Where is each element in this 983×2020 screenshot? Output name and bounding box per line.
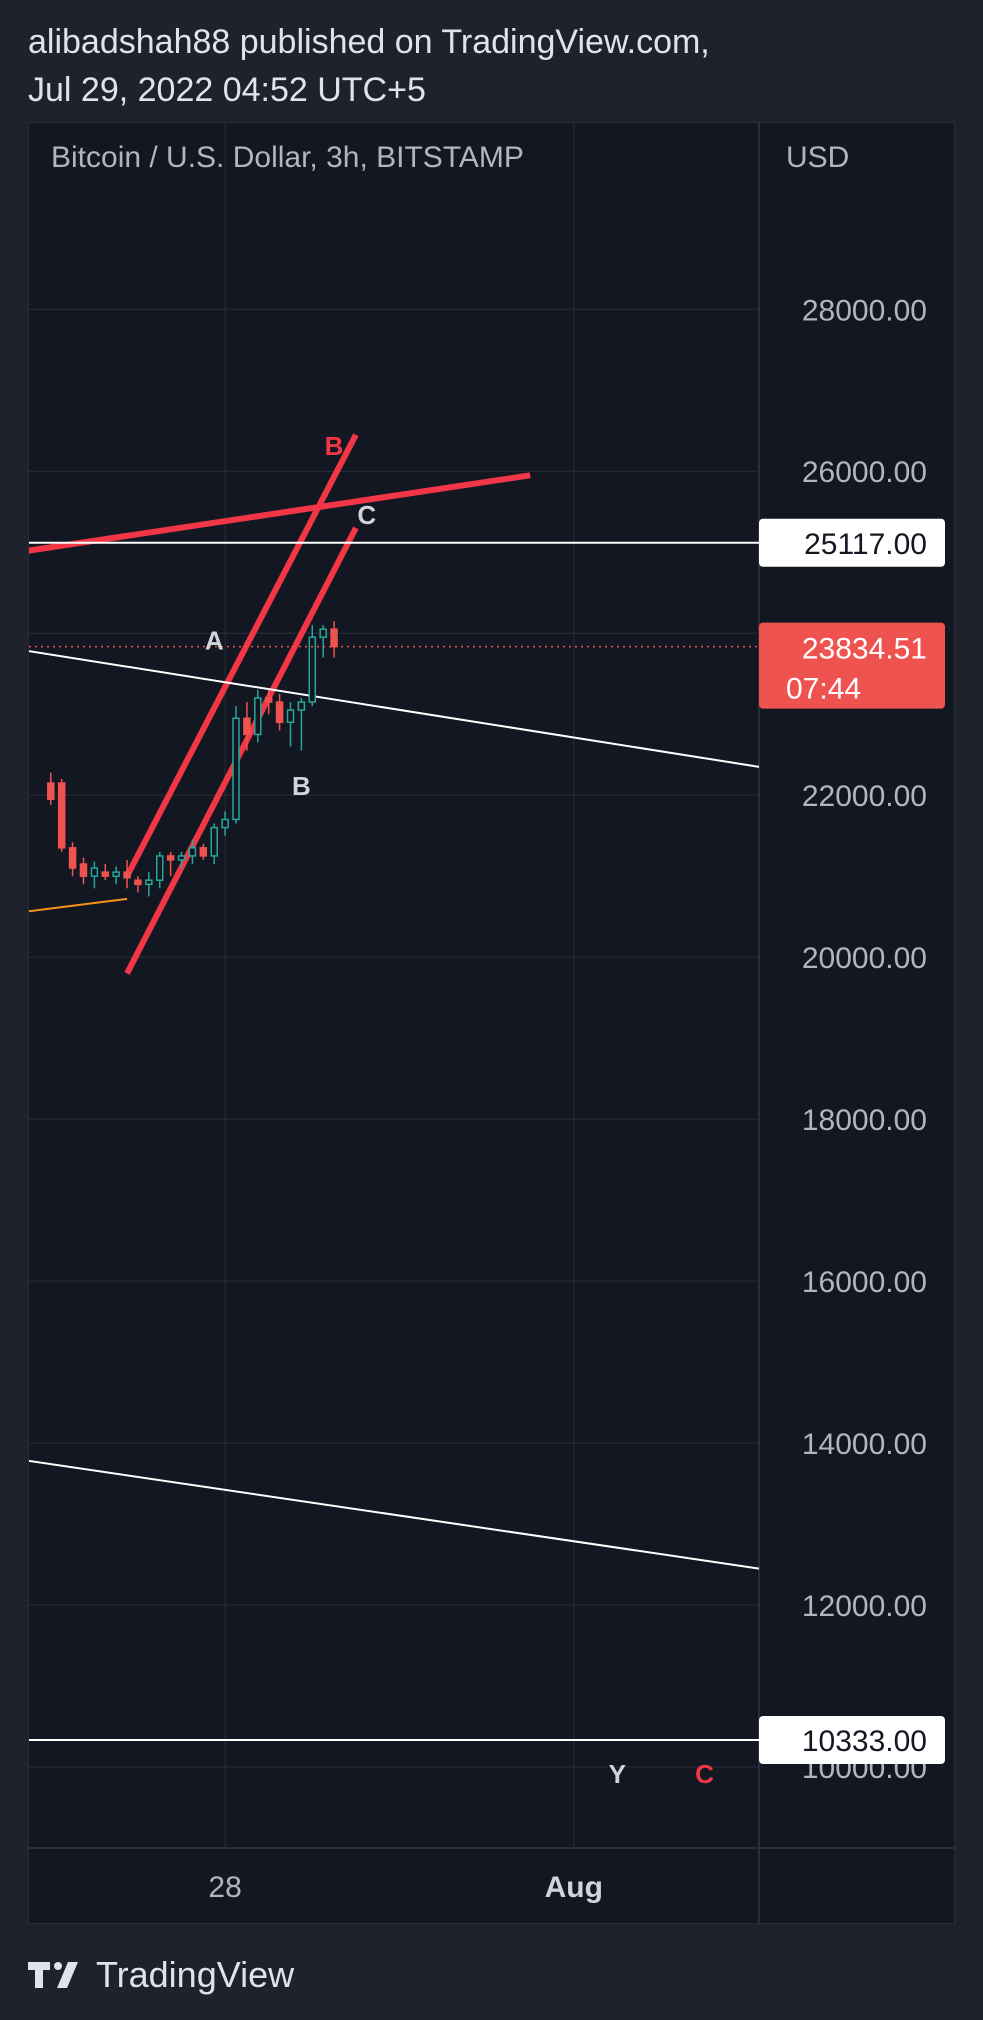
last-price-badge xyxy=(759,622,945,709)
price-level-badge xyxy=(759,518,945,567)
y-tick-label: 14000.00 xyxy=(802,1428,927,1461)
candle xyxy=(123,859,131,889)
candle-body xyxy=(264,697,273,703)
candle xyxy=(199,843,208,860)
candle-body xyxy=(177,855,186,861)
wave-label-a: A xyxy=(205,625,224,655)
candle-body xyxy=(123,871,131,879)
candle-body xyxy=(155,855,164,881)
candle xyxy=(155,851,164,889)
candle xyxy=(275,693,284,731)
candle xyxy=(286,702,295,747)
candle xyxy=(68,842,77,877)
candle xyxy=(232,706,240,824)
candle-body xyxy=(308,636,317,703)
candle-body xyxy=(79,863,88,877)
candle-body xyxy=(275,701,284,724)
wave-label-c: C xyxy=(695,1759,714,1789)
wave-label-b: B xyxy=(325,431,344,461)
candle-body xyxy=(47,782,55,800)
y-tick-label: 22000.00 xyxy=(802,780,927,813)
candle-body xyxy=(210,826,218,857)
candle-body xyxy=(188,847,197,857)
candle-body xyxy=(90,867,99,877)
candle-body xyxy=(319,628,327,639)
trendline-red xyxy=(124,526,359,975)
currency-label: USD xyxy=(786,141,849,174)
bar-countdown-label: 07:44 xyxy=(786,673,861,706)
candle xyxy=(330,621,338,658)
trendline-red xyxy=(29,472,531,554)
price-level-label: 10333.00 xyxy=(802,1725,927,1758)
candle-body xyxy=(297,701,306,711)
chart-frame[interactable]: 28000.0026000.0024000.0022000.0020000.00… xyxy=(28,122,956,1925)
candle-body xyxy=(199,847,208,857)
candle xyxy=(308,625,317,707)
candle-body xyxy=(286,709,295,724)
y-tick-label: 18000.00 xyxy=(802,1104,927,1137)
candle xyxy=(177,851,186,869)
candle xyxy=(297,698,306,751)
candle xyxy=(112,866,120,885)
tradingview-brand[interactable]: TradingView xyxy=(96,1954,295,1995)
tradingview-logo-icon[interactable] xyxy=(28,1960,84,1990)
y-tick-label: 20000.00 xyxy=(802,942,927,975)
candle xyxy=(47,772,55,805)
candle xyxy=(210,823,218,865)
publish-date: Jul 29, 2022 04:52 UTC+5 xyxy=(28,71,426,109)
x-tick-label: Aug xyxy=(545,1871,603,1904)
trendline-white xyxy=(29,650,760,768)
candle-body xyxy=(101,871,110,877)
candle xyxy=(319,625,327,658)
candle xyxy=(57,778,66,852)
wave-label-c: C xyxy=(357,500,376,530)
candle xyxy=(134,876,142,893)
last-price-label: 23834.51 xyxy=(802,633,927,666)
y-tick-label: 12000.00 xyxy=(802,1590,927,1623)
candle xyxy=(90,861,99,889)
trendline-orange xyxy=(29,897,128,913)
candle-body xyxy=(243,717,251,736)
candle xyxy=(254,689,262,743)
candle-body xyxy=(221,818,229,829)
trendline-red xyxy=(124,433,359,878)
footer: TradingView xyxy=(28,1950,294,2000)
trendline-white xyxy=(29,1459,760,1570)
candle-body xyxy=(232,717,240,821)
candlestick-chart[interactable]: 28000.0026000.0024000.0022000.0020000.00… xyxy=(29,123,956,1925)
candle xyxy=(221,811,229,836)
y-tick-label: 16000.00 xyxy=(802,1266,927,1299)
wave-label-y: Y xyxy=(609,1759,626,1789)
candle-body xyxy=(145,879,153,886)
candle xyxy=(166,851,175,877)
candle xyxy=(188,839,197,865)
candle xyxy=(264,689,273,715)
candle xyxy=(243,702,251,751)
candle-body xyxy=(57,782,66,849)
candle-body xyxy=(134,879,142,886)
candle-body xyxy=(330,628,338,648)
price-level-badge xyxy=(759,1716,945,1765)
price-level-label: 25117.00 xyxy=(804,528,927,561)
x-tick-label: 28 xyxy=(208,1871,241,1904)
candle-body xyxy=(112,871,120,877)
candle-body xyxy=(68,847,77,869)
candle xyxy=(79,857,88,885)
candle-body xyxy=(166,855,175,861)
candle-body xyxy=(254,697,262,736)
candle xyxy=(145,872,153,897)
publish-header: alibadshah88 published on TradingView.co… xyxy=(28,18,710,114)
plot-area xyxy=(29,123,759,1848)
wave-label-b: B xyxy=(292,771,311,801)
y-tick-label: 26000.00 xyxy=(802,456,927,489)
chart-title: Bitcoin / U.S. Dollar, 3h, BITSTAMP xyxy=(51,141,524,174)
candle xyxy=(101,864,110,881)
publisher-line: alibadshah88 published on TradingView.co… xyxy=(28,23,710,61)
y-tick-label: 28000.00 xyxy=(802,294,927,327)
